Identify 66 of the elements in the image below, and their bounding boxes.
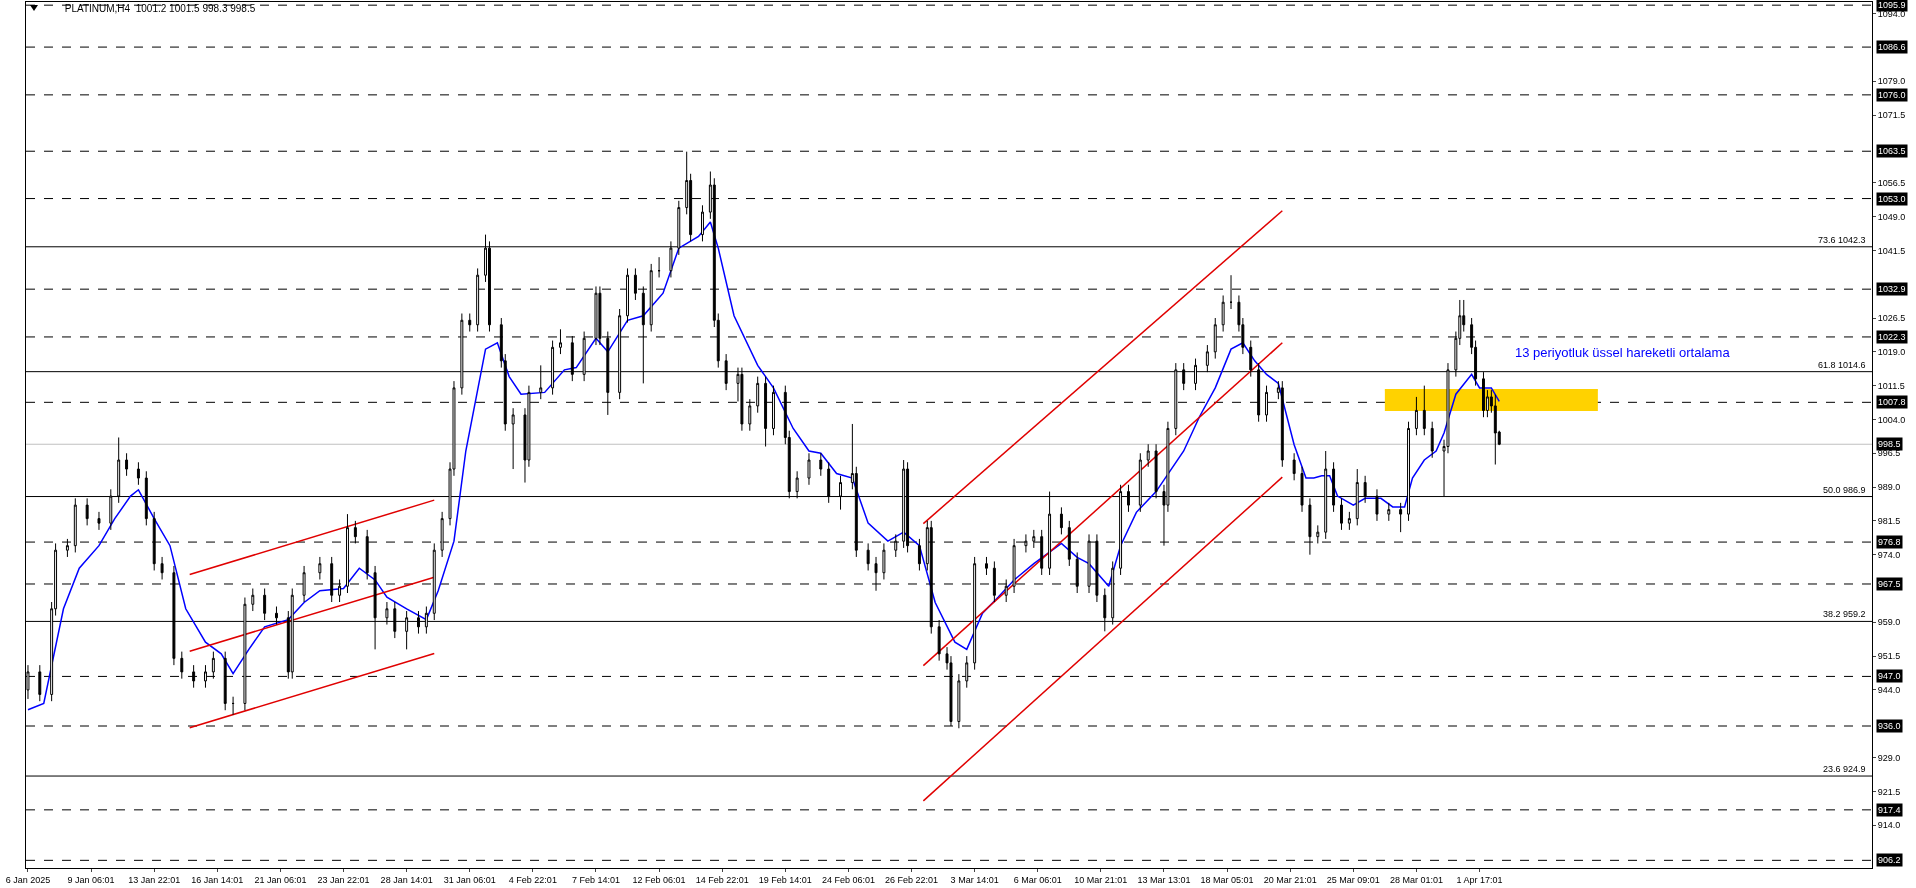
- x-tick-label: 13 Mar 13:01: [1137, 874, 1191, 885]
- x-tick-label: 6 Mar 06:01: [1013, 874, 1062, 885]
- x-tick-label: 7 Feb 14:01: [571, 874, 620, 885]
- y-tick-label: 989.0: [1877, 482, 1901, 493]
- y-tick-label: 929.0: [1877, 752, 1901, 763]
- y-tick-label: 1004.0: [1877, 414, 1906, 425]
- x-tick-label: 14 Feb 22:01: [695, 874, 749, 885]
- x-tick-label: 24 Feb 06:01: [821, 874, 875, 885]
- y-tick-label: 996.5: [1877, 448, 1901, 459]
- x-tick-label: 1 Apr 17:01: [1456, 874, 1503, 885]
- ref-line-label: 1007.8: [1878, 397, 1906, 407]
- y-tick-label: 959.0: [1877, 617, 1901, 628]
- chart-title: PLATINUM,H4 1001.2 1001.5 998.3 998.5: [64, 3, 256, 14]
- y-tick-label: 1049.0: [1877, 211, 1906, 222]
- x-tick-label: 10 Mar 21:01: [1074, 874, 1128, 885]
- y-tick-label: 1041.5: [1877, 245, 1906, 256]
- x-tick-label: 19 Feb 14:01: [758, 874, 812, 885]
- annotation: 13 periyotluk üssel hareketli ortalama: [1515, 345, 1731, 360]
- ref-line-label: 1076.0: [1878, 90, 1906, 100]
- ref-line-label: 61.8 1014.6: [1818, 360, 1866, 370]
- y-tick-label: 1071.5: [1877, 110, 1906, 121]
- ref-line-label: 1032.9: [1878, 284, 1906, 294]
- ref-line-label: 906.2: [1878, 855, 1901, 865]
- x-tick-label: 6 Jan 2025: [5, 874, 51, 885]
- y-tick-label: 1026.5: [1877, 313, 1906, 324]
- ref-line-label: 947.0: [1878, 671, 1901, 681]
- x-tick-label: 25 Mar 09:01: [1326, 874, 1380, 885]
- ref-line-label: 23.6 924.9: [1823, 764, 1866, 774]
- x-tick-label: 3 Mar 14:01: [950, 874, 999, 885]
- x-tick-label: 13 Jan 22:01: [128, 874, 181, 885]
- y-tick-label: 1094.0: [1877, 8, 1906, 19]
- y-tick-label: 981.5: [1877, 516, 1901, 527]
- x-tick-label: 4 Feb 22:01: [508, 874, 557, 885]
- x-tick-label: 26 Feb 22:01: [885, 874, 939, 885]
- y-tick-label: 1079.0: [1877, 76, 1906, 87]
- ref-line-label: 976.8: [1878, 537, 1901, 547]
- y-tick-label: 944.0: [1877, 685, 1901, 696]
- ref-line-label: 1095.9: [1878, 0, 1906, 10]
- ref-line-label: 73.6 1042.3: [1818, 235, 1866, 245]
- ref-line-label: 998.5: [1878, 439, 1901, 449]
- y-tick-label: 1056.5: [1877, 177, 1906, 188]
- ref-line-label: 38.2 959.2: [1823, 609, 1866, 619]
- x-tick-label: 28 Jan 14:01: [380, 874, 433, 885]
- x-tick-label: 31 Jan 06:01: [443, 874, 496, 885]
- x-tick-label: 9 Jan 06:01: [67, 874, 115, 885]
- x-tick-label: 20 Mar 21:01: [1263, 874, 1317, 885]
- x-tick-label: 18 Mar 05:01: [1200, 874, 1254, 885]
- y-tick-label: 921.5: [1877, 786, 1901, 797]
- y-tick-label: 914.0: [1877, 820, 1901, 831]
- ref-line-label: 917.4: [1878, 805, 1901, 815]
- ref-line-label: 1063.5: [1878, 146, 1906, 156]
- ref-line-label: 1022.3: [1878, 332, 1906, 342]
- x-tick-label: 23 Jan 22:01: [317, 874, 370, 885]
- y-tick-label: 1019.0: [1877, 346, 1906, 357]
- x-tick-label: 16 Jan 14:01: [191, 874, 244, 885]
- x-tick-label: 21 Jan 06:01: [254, 874, 307, 885]
- x-tick-label: 12 Feb 06:01: [632, 874, 686, 885]
- ref-line-label: 1053.0: [1878, 194, 1906, 204]
- y-tick-label: 1011.5: [1877, 380, 1905, 391]
- x-tick-label: 28 Mar 01:01: [1389, 874, 1443, 885]
- ref-line-label: 936.0: [1878, 721, 1901, 731]
- y-tick-label: 951.5: [1877, 651, 1901, 662]
- ref-line-label: 967.5: [1878, 579, 1901, 589]
- y-tick-label: 974.0: [1877, 549, 1901, 560]
- ref-line-label: 1086.6: [1878, 42, 1906, 52]
- ref-line-label: 50.0 986.9: [1823, 485, 1866, 495]
